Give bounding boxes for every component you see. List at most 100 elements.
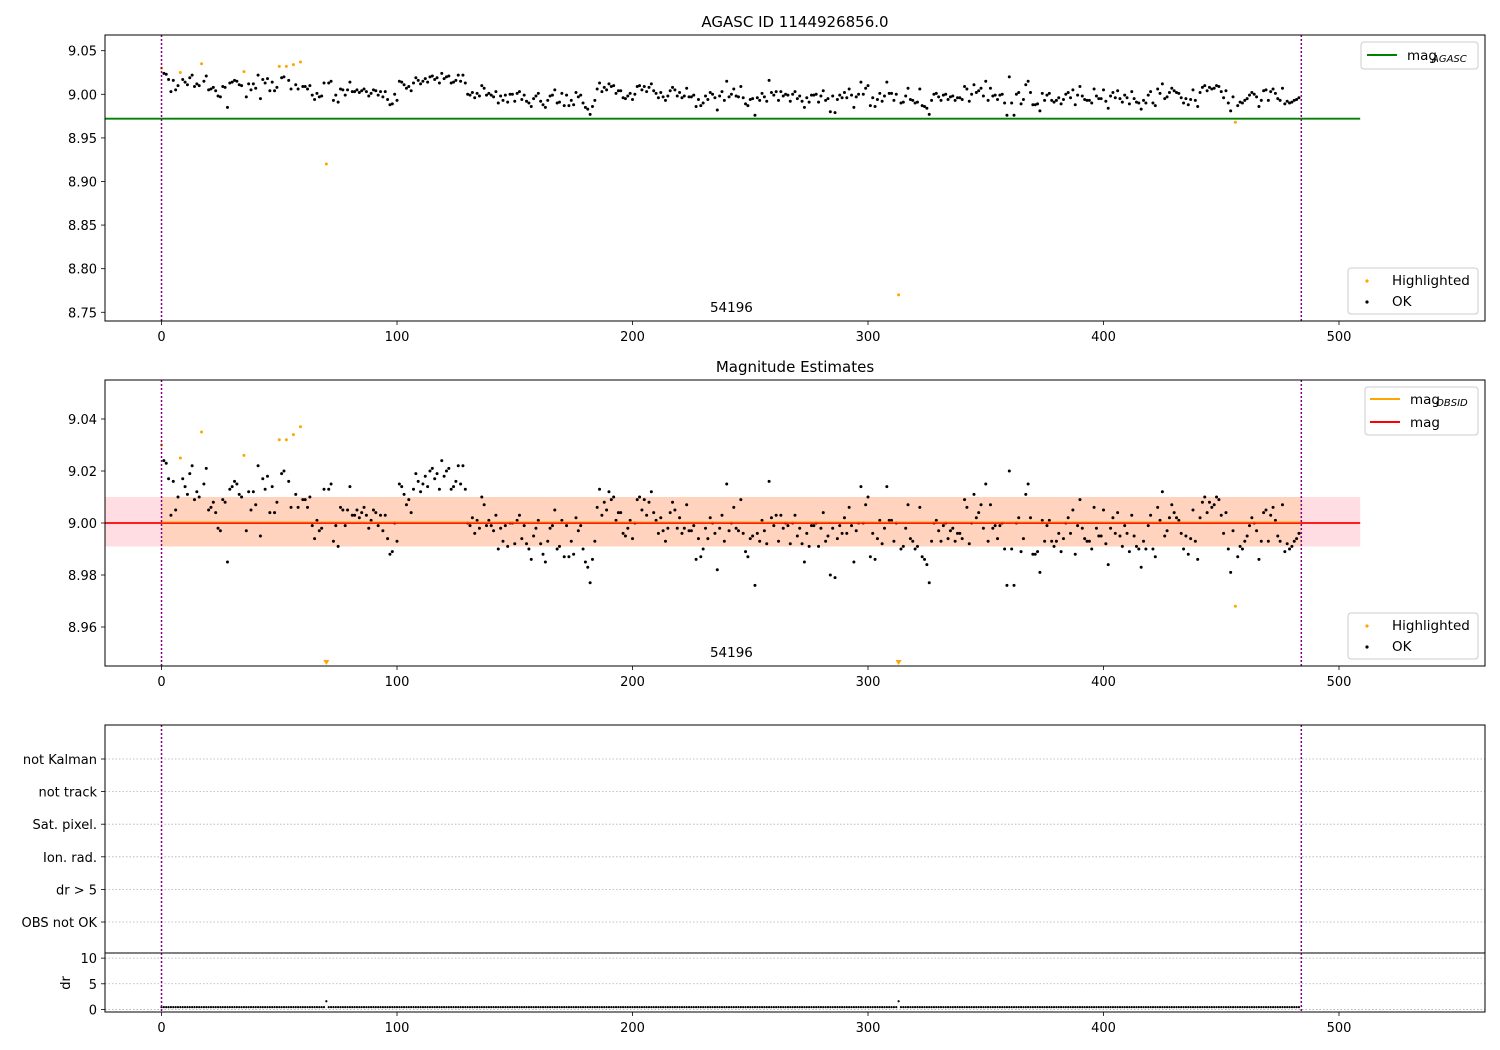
- ok-point: [1243, 98, 1247, 102]
- ok-point: [320, 526, 324, 530]
- ok-point: [1137, 101, 1141, 105]
- ok-point: [303, 498, 307, 502]
- ok-point: [1205, 89, 1209, 93]
- flag-category-label: not track: [38, 786, 97, 801]
- dr-point: [631, 1006, 634, 1009]
- ok-point: [1255, 95, 1259, 99]
- dr-point: [848, 1006, 851, 1009]
- ok-point: [979, 503, 983, 507]
- dr-point: [1100, 1006, 1103, 1009]
- ok-point: [463, 487, 467, 491]
- ok-point: [626, 94, 630, 98]
- ok-point: [496, 101, 500, 105]
- ok-point: [805, 96, 809, 100]
- ok-point: [671, 85, 675, 89]
- ok-point: [725, 79, 729, 83]
- ok-point: [784, 92, 788, 96]
- ok-point: [923, 557, 927, 561]
- dr-point: [836, 1006, 839, 1009]
- dr-point: [1279, 1006, 1282, 1009]
- ok-point: [1292, 98, 1296, 102]
- ok-point: [1193, 98, 1197, 102]
- dr-point: [902, 1006, 905, 1009]
- ok-point: [1125, 531, 1129, 535]
- ok-point: [1177, 91, 1181, 95]
- ok-point: [1036, 550, 1040, 554]
- dr-point: [530, 1006, 533, 1009]
- ok-point: [850, 93, 854, 97]
- ok-point: [492, 95, 496, 99]
- dr-point: [937, 1006, 940, 1009]
- ok-point: [470, 91, 474, 95]
- ok-point: [1280, 503, 1284, 507]
- ok-point: [918, 87, 922, 91]
- ok-point: [1005, 583, 1009, 587]
- dr-point: [1206, 1006, 1209, 1009]
- dr-point: [386, 1006, 389, 1009]
- ok-point: [901, 544, 905, 548]
- ok-point: [225, 105, 229, 109]
- ok-point: [1090, 547, 1094, 551]
- x-tick-label: 100: [385, 675, 410, 690]
- highlighted-point: [291, 433, 295, 437]
- ok-point: [588, 581, 592, 585]
- ok-point: [258, 534, 262, 538]
- legend-label-mag: mag: [1410, 415, 1440, 431]
- ok-point: [824, 98, 828, 102]
- dr-point: [567, 1006, 571, 1009]
- ok-point: [953, 539, 957, 543]
- ok-point: [444, 75, 448, 79]
- dr-point: [313, 1006, 316, 1009]
- magnitude-panel-title: Magnitude Estimates: [716, 358, 874, 376]
- dr-point: [365, 1006, 368, 1009]
- dr-point: [956, 1006, 959, 1009]
- dr-point: [683, 1006, 686, 1009]
- ok-point: [327, 487, 331, 491]
- dr-point: [266, 1006, 269, 1009]
- dr-point: [1144, 1006, 1147, 1009]
- ok-point: [1219, 90, 1223, 94]
- dr-point: [198, 1006, 201, 1009]
- dr-point: [1038, 1006, 1042, 1009]
- ok-point: [211, 500, 215, 504]
- ok-point: [546, 539, 550, 543]
- ok-point: [821, 89, 825, 93]
- ok-point: [1118, 97, 1122, 101]
- dr-point: [1116, 1006, 1119, 1009]
- dr-point: [240, 1006, 243, 1009]
- ok-point: [442, 77, 446, 81]
- ok-point: [1280, 86, 1284, 90]
- dr-point: [1217, 1006, 1220, 1009]
- ok-point: [1109, 526, 1113, 530]
- ok-point: [506, 544, 510, 548]
- ok-point: [967, 542, 971, 546]
- dr-point: [777, 1006, 780, 1009]
- dr-point: [167, 1006, 170, 1009]
- dr-point: [468, 1006, 472, 1009]
- ok-point: [861, 92, 865, 96]
- ok-point: [944, 92, 948, 96]
- ok-point: [428, 469, 432, 473]
- ok-point: [762, 95, 766, 99]
- ok-point: [522, 524, 526, 528]
- dr-point: [1208, 1006, 1211, 1009]
- dr-point: [706, 1006, 709, 1009]
- dr-point: [499, 1006, 502, 1009]
- ok-point: [682, 526, 686, 530]
- dr-point: [888, 1006, 891, 1009]
- ok-point: [1184, 534, 1188, 538]
- ok-point: [381, 529, 385, 533]
- ok-point: [586, 565, 590, 569]
- dr-point: [504, 1006, 507, 1009]
- ok-point: [517, 513, 521, 517]
- ok-point: [948, 529, 952, 533]
- ok-point: [720, 90, 724, 94]
- ok-point: [600, 90, 604, 94]
- ok-point: [800, 542, 804, 546]
- ok-point: [725, 482, 729, 486]
- ok-point: [209, 87, 213, 91]
- dr-point: [485, 1006, 488, 1009]
- ok-point: [1205, 511, 1209, 515]
- ok-point: [174, 508, 178, 512]
- ok-point: [779, 90, 783, 94]
